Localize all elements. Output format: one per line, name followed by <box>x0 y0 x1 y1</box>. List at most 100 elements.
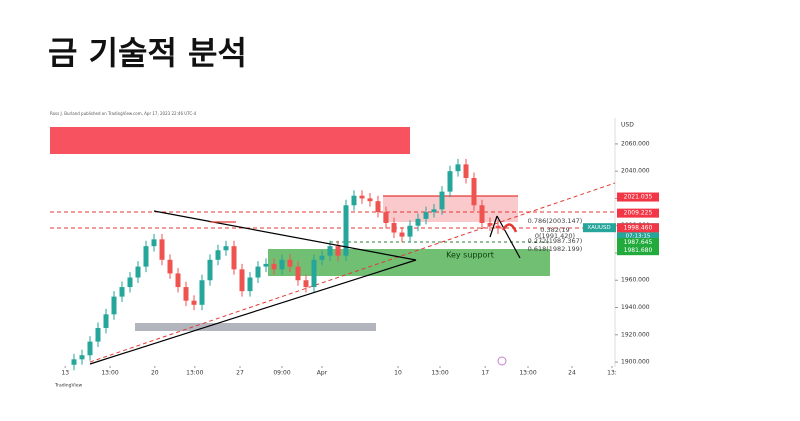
candle-body <box>143 246 149 267</box>
candle-body <box>439 191 445 210</box>
resistance-zone <box>50 127 410 154</box>
candle-body <box>351 195 357 206</box>
drawing-line <box>489 215 498 238</box>
candle-body <box>423 212 429 219</box>
x-tick-label: 17 <box>481 370 489 377</box>
y-tick-label: 1920.000 <box>621 331 650 338</box>
candle-body <box>215 250 221 260</box>
candle-body <box>295 266 301 281</box>
candle-body <box>103 314 109 328</box>
candle-body <box>479 205 485 223</box>
candle-body <box>471 177 477 206</box>
candle-body <box>263 263 269 267</box>
price-tag-label: 1987.645 <box>624 239 653 246</box>
price-tag-label: 1981.680 <box>624 247 653 254</box>
fib-label: 0.786(2003.147) <box>528 217 583 225</box>
candle-body <box>455 164 461 172</box>
drawing-line <box>89 259 417 365</box>
candle-body <box>87 341 93 356</box>
candle-body <box>207 259 213 281</box>
candle-body <box>399 232 405 237</box>
candle-body <box>111 296 117 315</box>
zone-label: Key support <box>446 251 494 260</box>
countdown-label: 07:13:15 <box>626 234 651 240</box>
price-tag-label: 2021.035 <box>624 194 653 201</box>
candle-body <box>431 209 437 213</box>
price-tag <box>617 208 659 218</box>
drawing-line <box>496 215 521 259</box>
candle-body <box>335 246 341 256</box>
price-tag-label: 1998.460 <box>624 224 653 231</box>
candle-body <box>239 269 245 292</box>
candle-body <box>151 239 157 247</box>
price-tag-label: 2009.225 <box>624 210 653 217</box>
price-tag <box>617 192 659 202</box>
event-icon <box>497 356 507 366</box>
price-tag <box>617 223 659 233</box>
candle-body <box>95 327 101 342</box>
symbol-tag <box>583 223 616 233</box>
trend-line <box>89 182 616 363</box>
attribution: Ross J. Burland published on TradingView… <box>50 111 197 116</box>
y-tick-label: 1900.000 <box>621 359 650 366</box>
x-tick-label: 13:00 <box>519 370 536 377</box>
fib-label: 0.618(1982.199) <box>528 245 583 253</box>
candle-body <box>255 266 261 278</box>
candle-body <box>167 259 173 274</box>
drawing-line <box>153 210 417 261</box>
candle-body <box>71 359 77 365</box>
candle-body <box>447 171 453 192</box>
x-tick-label: Apr <box>317 370 328 377</box>
candle-body <box>119 287 125 297</box>
brand: TradingView <box>54 383 83 389</box>
y-axis-label: USD <box>621 122 634 129</box>
supply-zone <box>383 196 518 222</box>
candle-body <box>359 195 365 199</box>
candle-body <box>343 205 349 256</box>
candle-body <box>319 255 325 260</box>
gray-zone <box>135 323 376 331</box>
candle-body <box>183 287 189 301</box>
y-tick-label: 1940.000 <box>621 304 650 311</box>
x-tick-label: 24 <box>568 370 576 377</box>
x-tick-label: 20 <box>151 370 159 377</box>
candle-body <box>231 246 237 270</box>
candle-body <box>287 259 293 267</box>
y-tick-label: 1960.000 <box>621 277 650 284</box>
fib-label: 0(1991.420) <box>535 232 575 240</box>
candle-body <box>311 259 317 288</box>
x-tick-label: 13 <box>61 370 69 377</box>
candle-body <box>127 277 133 288</box>
x-tick-label: 13:00 <box>186 370 203 377</box>
candle-body <box>391 222 397 233</box>
candle-body <box>327 246 333 256</box>
countdown-tag <box>617 232 659 241</box>
x-tick-label: 13:00 <box>431 370 448 377</box>
y-tick-label: 2040.000 <box>621 168 650 175</box>
candle-body <box>495 225 501 229</box>
candle-body <box>487 222 493 226</box>
candle-body <box>135 266 141 278</box>
title: 금 기술적 분석 <box>48 34 247 72</box>
x-tick-label: 13: <box>607 370 617 377</box>
candle-body <box>415 218 421 226</box>
x-tick-label: 09:00 <box>273 370 290 377</box>
candle-body <box>79 355 85 360</box>
candle-body <box>407 225 413 237</box>
candle-body <box>367 198 373 202</box>
candle-body <box>199 280 205 305</box>
candle-body <box>223 246 229 251</box>
forecast-arrow <box>501 223 518 233</box>
x-tick-label: 10 <box>394 370 402 377</box>
candle-body <box>247 277 253 292</box>
candle-body <box>375 201 381 213</box>
candle-body <box>383 212 389 223</box>
candle-body <box>191 300 197 305</box>
fib-label: 0.272(1987.367) <box>528 237 583 245</box>
symbol-label: XAUUSD <box>587 225 610 231</box>
candle-body <box>279 259 285 270</box>
candle-body <box>159 239 165 260</box>
price-tag <box>617 238 659 248</box>
